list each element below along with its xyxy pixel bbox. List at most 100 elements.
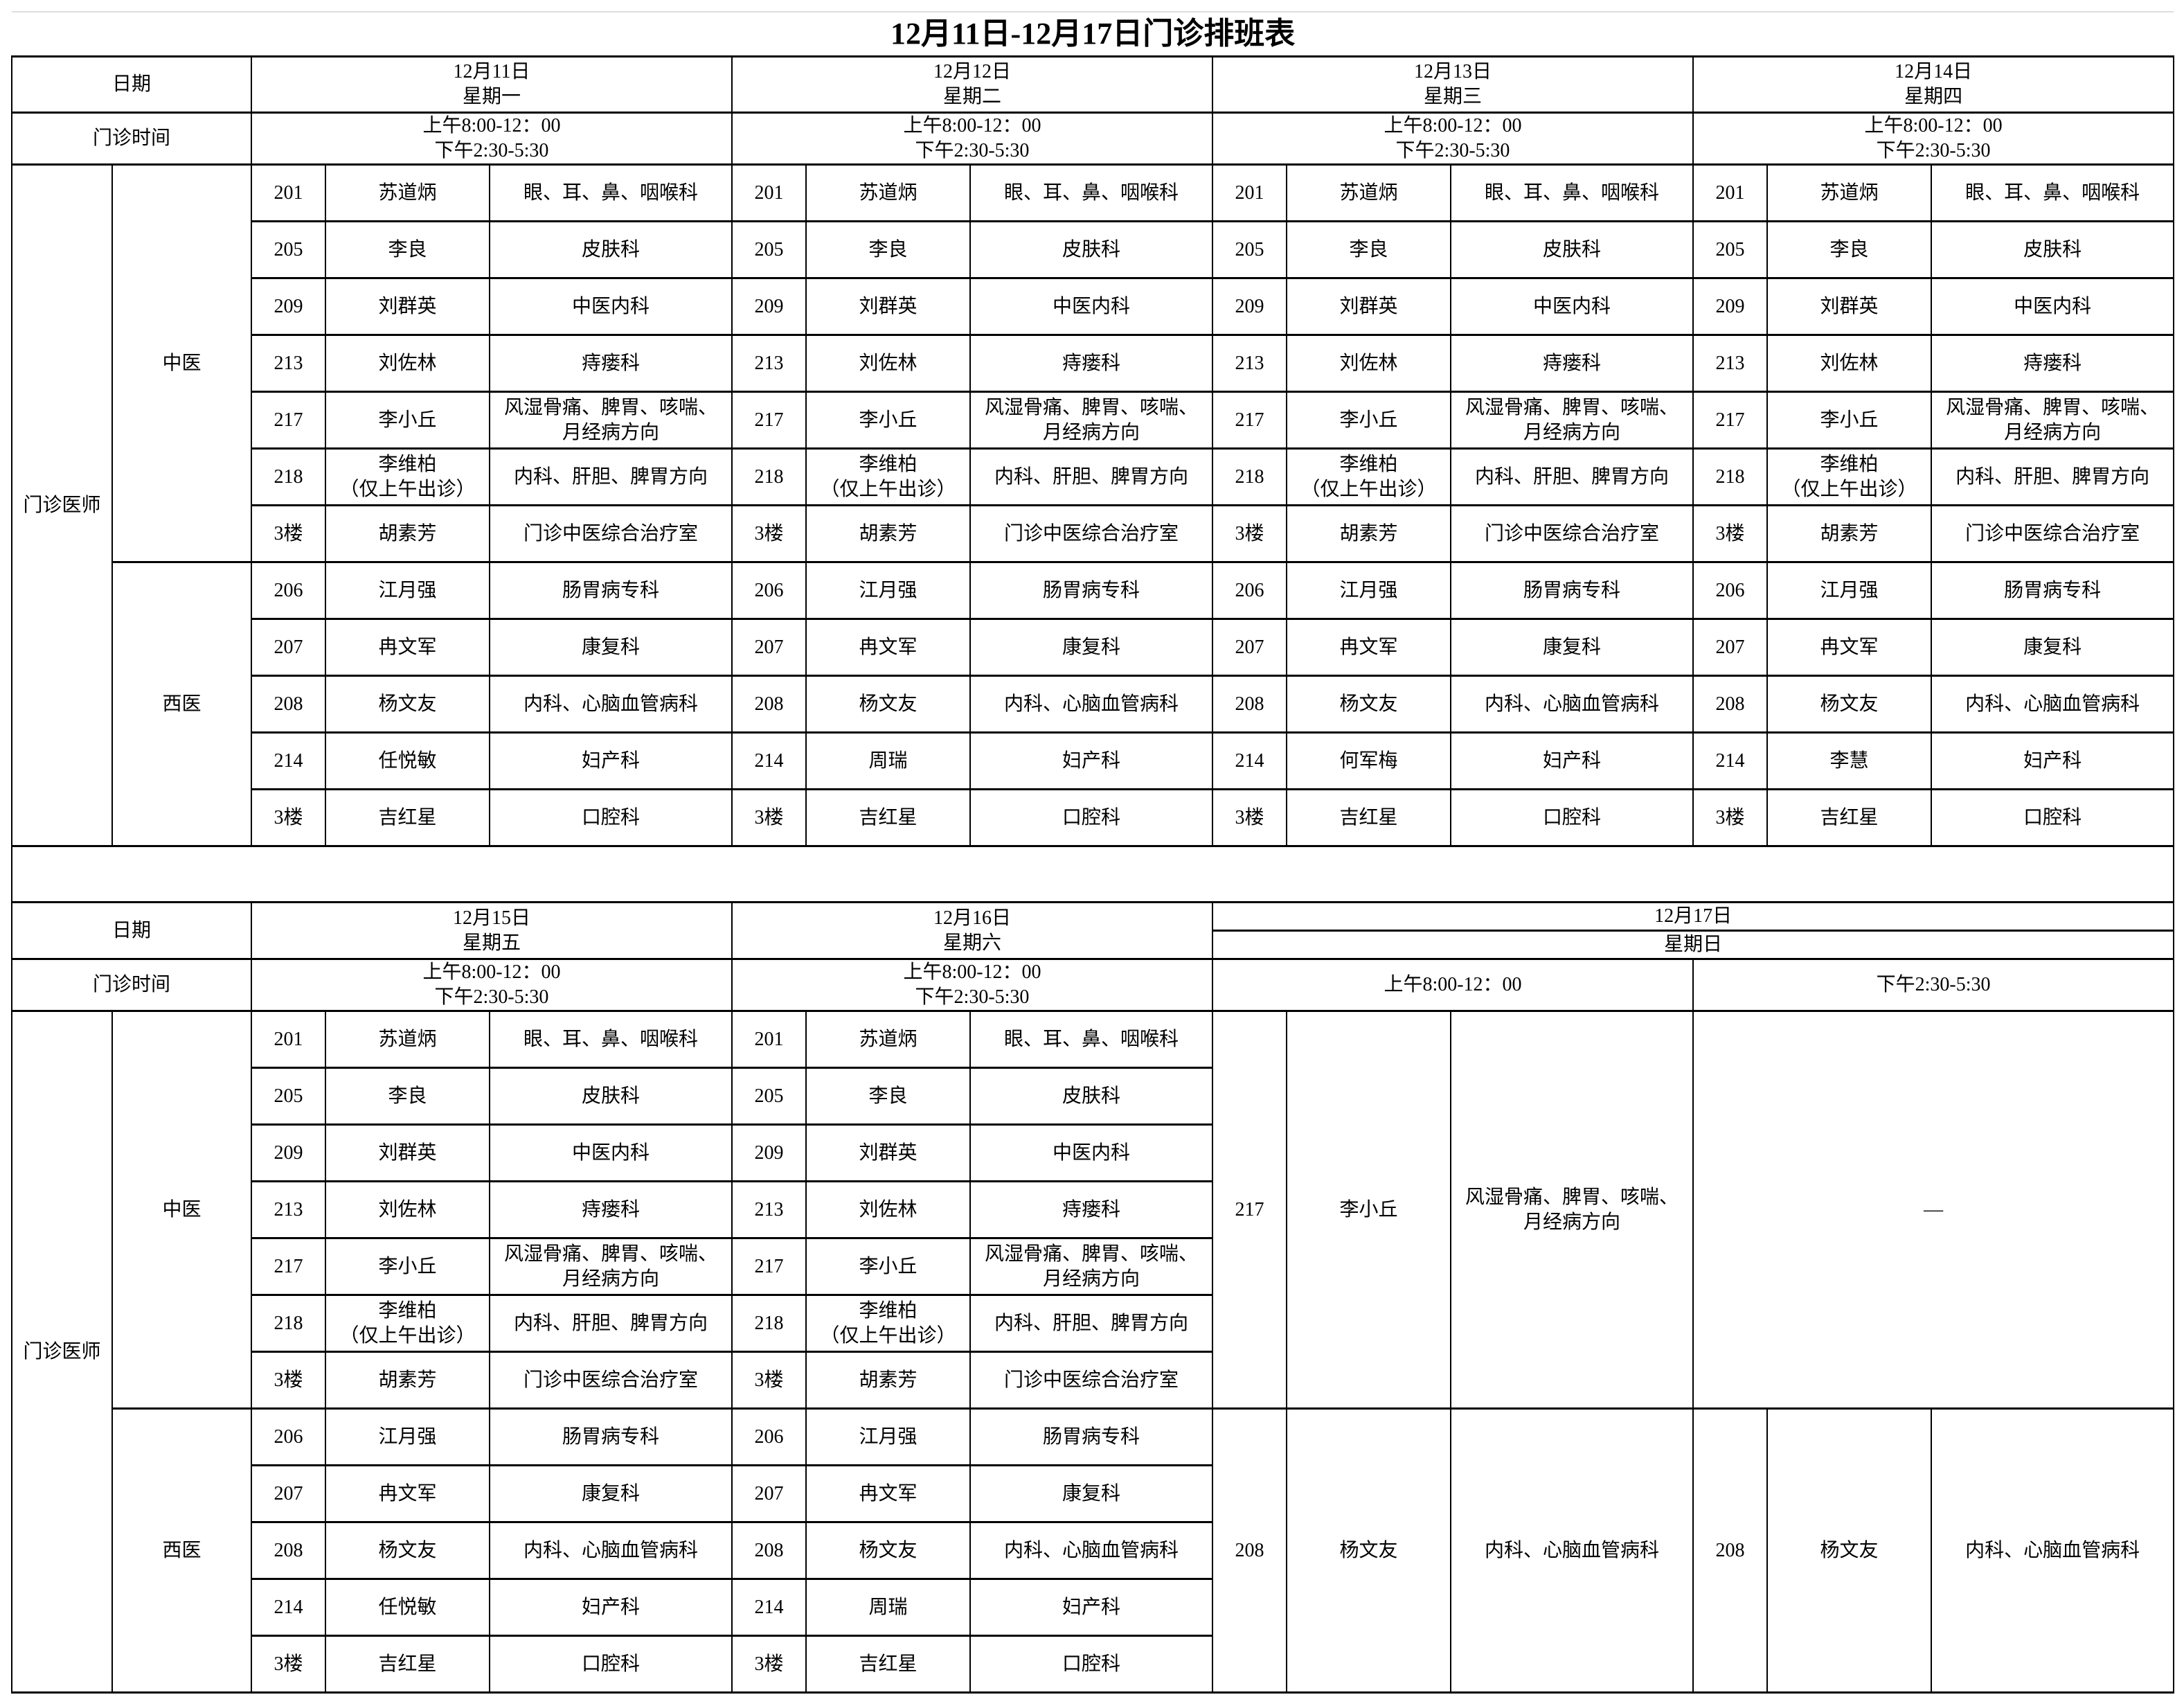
room: 201 (731, 163, 807, 222)
room: 214 (731, 1578, 807, 1637)
doctor-name: 吉红星 (805, 1635, 971, 1694)
doctor-name: 江月强 (1766, 561, 1932, 620)
doctor-name: 江月强 (1286, 561, 1451, 620)
room: 217 (731, 391, 807, 450)
afternoon-hours: 下午2:30-5:30 (434, 140, 549, 161)
doctor-name: 李维柏 （仅上午出诊） (805, 447, 971, 506)
wm-label: 西医 (111, 1407, 252, 1694)
department: 皮肤科 (489, 1067, 733, 1126)
doctor-name: 苏道炳 (325, 163, 490, 222)
doctor-name: 刘群英 (325, 277, 490, 336)
department: 康复科 (489, 1464, 733, 1523)
department: 眼、耳、鼻、咽喉科 (969, 1010, 1213, 1069)
doctors-label: 门诊医师 (11, 163, 113, 847)
morning-hours: 上午8:00-12：00 (422, 961, 561, 983)
doctor-name: 任悦敏 (325, 731, 490, 790)
room: 201 (1212, 163, 1287, 222)
room: 207 (731, 1464, 807, 1523)
doctor-name: 李小丘 (1286, 391, 1451, 450)
department: 皮肤科 (1930, 220, 2175, 279)
room: 209 (251, 277, 326, 336)
wm-label: 西医 (111, 561, 252, 847)
room: 217 (1692, 391, 1768, 450)
department: 眼、耳、鼻、咽喉科 (1930, 163, 2175, 222)
department: 妇产科 (489, 1578, 733, 1637)
department: 内科、心脑血管病科 (489, 1521, 733, 1580)
room: 205 (731, 1067, 807, 1126)
day-header: 12月13日 星期三 (1212, 55, 1694, 114)
department: 中医内科 (969, 277, 1213, 336)
doctor-name: 刘群英 (805, 1123, 971, 1182)
department: 内科、肝胆、脾胃方向 (1450, 447, 1694, 506)
department: 痔瘘科 (489, 334, 733, 393)
table-row: 205 李良 皮肤科 205 李良 皮肤科 205 李良 皮肤科 205 李良 皮肤科 (12, 220, 2175, 279)
room: 208 (1692, 1407, 1768, 1694)
table-row: 209 刘群英 中医内科 209 刘群英 中医内科 209 刘群英 中医内科 209 刘群英 中医内科 (12, 277, 2175, 336)
doctor-name: 杨文友 (805, 1521, 971, 1580)
day-weekday: 星期六 (942, 932, 1001, 954)
clinic-hours: 上午8:00-12：00 下午2:30-5:30 (731, 112, 1213, 166)
day-weekday: 星期四 (1904, 86, 1963, 107)
room: 218 (731, 1294, 807, 1353)
doctor-name: 冉文军 (1766, 618, 1932, 677)
department: 风湿骨痛、脾胃、咳喘、 月经病方向 (1450, 1010, 1694, 1410)
doctor-name: 李小丘 (805, 1237, 971, 1296)
doctor-name: 何军梅 (1286, 731, 1451, 790)
department: 皮肤科 (489, 220, 733, 279)
day-header: 12月12日 星期二 (731, 55, 1213, 114)
doctor-name: 杨文友 (1766, 675, 1932, 734)
table-row: 214 任悦敏 妇产科 214 周瑞 妇产科 214 何军梅 妇产科 214 李慧 妇产科 (12, 731, 2175, 790)
room: 3楼 (731, 1351, 807, 1410)
doctor-name: 江月强 (805, 561, 971, 620)
room: 208 (731, 1521, 807, 1580)
department: 中医内科 (489, 1123, 733, 1182)
department: 肠胃病专科 (969, 561, 1213, 620)
table-row: 208 杨文友 内科、心脑血管病科 208 杨文友 内科、心脑血管病科 (12, 1521, 2174, 1580)
room: 213 (1212, 334, 1287, 393)
department: 皮肤科 (969, 220, 1213, 279)
department: 肠胃病专科 (1450, 561, 1694, 620)
department: 肠胃病专科 (489, 1407, 733, 1466)
room: 218 (1692, 447, 1768, 506)
doctor-name: 刘群英 (805, 277, 971, 336)
room: 3楼 (1692, 788, 1768, 847)
department: 肠胃病专科 (969, 1407, 1213, 1466)
room: 214 (731, 731, 807, 790)
room: 214 (1212, 731, 1287, 790)
day-weekday: 星期五 (462, 932, 521, 954)
department: 门诊中医综合治疗室 (489, 504, 733, 563)
department: 口腔科 (969, 788, 1213, 847)
doctors-label: 门诊医师 (11, 1010, 113, 1694)
department: 内科、心脑血管病科 (1930, 675, 2175, 734)
room: 209 (1692, 277, 1768, 336)
doctor-name: 苏道炳 (1766, 163, 1932, 222)
day-date: 12月17日 (1211, 901, 2175, 932)
morning-hours: 上午8:00-12：00 (1384, 115, 1522, 136)
room: 213 (251, 1180, 326, 1239)
clinic-time-label: 门诊时间 (11, 112, 252, 166)
day-header: 12月11日 星期一 (251, 55, 733, 114)
department: 口腔科 (969, 1635, 1213, 1694)
clinic-hours: 上午8:00-12：00 下午2:30-5:30 (1212, 112, 1694, 166)
room: 208 (1212, 1407, 1287, 1694)
doctor-name: 江月强 (325, 1407, 490, 1466)
table-row: 3楼 胡素芳 门诊中医综合治疗室 3楼 胡素芳 门诊中医综合治疗室 3楼 胡素芳 门诊中医综合治… (12, 504, 2175, 563)
table-row: 3楼 吉红星 口腔科 3楼 吉红星 口腔科 (12, 1635, 2174, 1694)
room: 207 (251, 1464, 326, 1523)
table-row: 213 刘佐林 痔瘘科 213 刘佐林 痔瘘科 213 刘佐林 痔瘘科 213 刘佐林 痔瘘科 (12, 334, 2175, 393)
room: 209 (731, 1123, 807, 1182)
room: 3楼 (731, 788, 807, 847)
doctor-name: 冉文军 (1286, 618, 1451, 677)
doctor-name: 李小丘 (805, 391, 971, 450)
doctor-name: 任悦敏 (325, 1578, 490, 1637)
room: 218 (1212, 447, 1287, 506)
table-row: 3楼 胡素芳 门诊中医综合治疗室 3楼 胡素芳 门诊中医综合治疗室 (12, 1351, 2174, 1410)
table-row: 217 李小丘 风湿骨痛、脾胃、咳喘、 月经病方向 217 李小丘 风湿骨痛、脾胃、咳喘、… (12, 391, 2175, 450)
room: 3楼 (1692, 504, 1768, 563)
room: 213 (1692, 334, 1768, 393)
day-date: 12月14日 (1895, 61, 1973, 82)
doctor-name: 刘佐林 (805, 334, 971, 393)
room: 208 (1212, 675, 1287, 734)
room: 217 (1212, 1010, 1287, 1410)
table-row: 门诊医师 中医 201 苏道炳 眼、耳、鼻、咽喉科 201 苏道炳 眼、耳、鼻、咽喉科 217 李… (11, 1010, 2175, 1694)
